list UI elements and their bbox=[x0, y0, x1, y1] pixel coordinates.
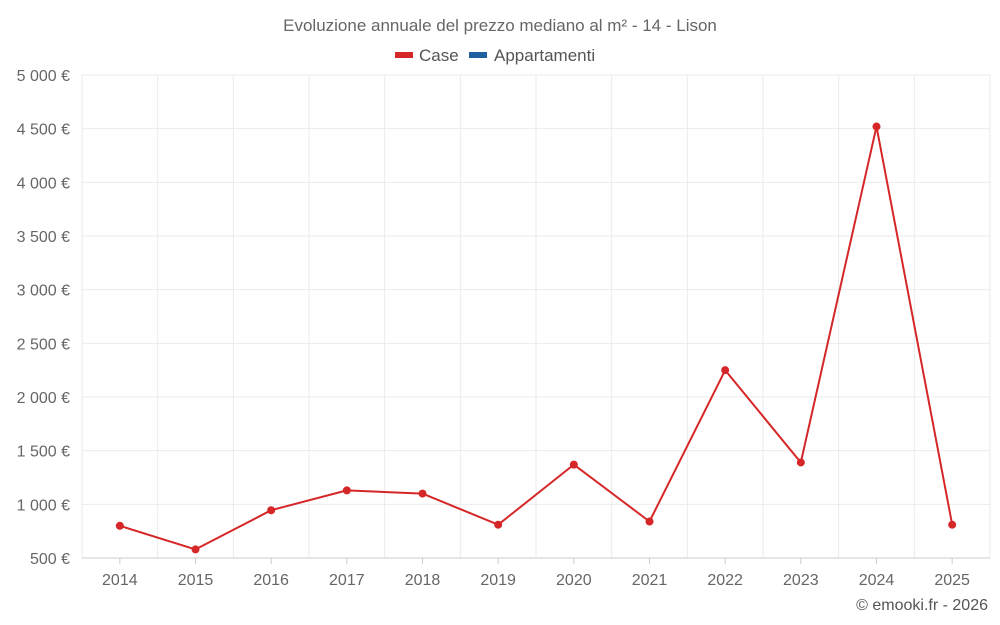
y-tick-label: 4 500 € bbox=[17, 122, 70, 139]
legend-swatch-appartamenti bbox=[469, 52, 487, 58]
legend-swatch-case bbox=[395, 52, 413, 58]
y-tick-label: 2 000 € bbox=[17, 390, 70, 407]
data-point[interactable] bbox=[115, 521, 124, 530]
data-point[interactable] bbox=[796, 458, 805, 467]
data-point[interactable] bbox=[948, 520, 957, 529]
series-case bbox=[115, 122, 957, 554]
y-tick-label: 3 000 € bbox=[17, 283, 70, 300]
x-tick-label: 2024 bbox=[859, 572, 895, 589]
y-tick-label: 2 500 € bbox=[17, 336, 70, 353]
data-point[interactable] bbox=[721, 366, 730, 375]
legend-label-case: Case bbox=[419, 46, 459, 65]
legend-item-case[interactable]: Case bbox=[395, 46, 459, 65]
x-tick-label: 2015 bbox=[178, 572, 214, 589]
x-tick-label: 2014 bbox=[102, 572, 138, 589]
x-tick-label: 2025 bbox=[934, 572, 970, 589]
data-point[interactable] bbox=[342, 486, 351, 495]
series-line bbox=[119, 125, 954, 551]
x-tick-label: 2023 bbox=[783, 572, 819, 589]
data-point[interactable] bbox=[191, 545, 200, 554]
x-tick-label: 2017 bbox=[329, 572, 365, 589]
grid bbox=[81, 74, 991, 558]
data-point[interactable] bbox=[569, 460, 578, 469]
y-tick-label: 3 500 € bbox=[17, 229, 70, 246]
data-point[interactable] bbox=[267, 506, 276, 515]
y-tick-label: 500 € bbox=[30, 551, 70, 568]
x-tick-label: 2018 bbox=[405, 572, 441, 589]
data-point[interactable] bbox=[872, 122, 881, 131]
y-tick-label: 1 500 € bbox=[17, 444, 70, 461]
y-tick-label: 1 000 € bbox=[17, 497, 70, 514]
y-tick-label: 5 000 € bbox=[17, 68, 70, 85]
x-tick-label: 2022 bbox=[707, 572, 743, 589]
y-axis: 500 € 1 000 € 1 500 € 2 000 € 2 500 € 3 000 €… bbox=[17, 68, 70, 568]
y-tick-label: 4 000 € bbox=[17, 175, 70, 192]
x-tick-label: 2020 bbox=[556, 572, 592, 589]
credit: © emooki.fr - 2026 bbox=[856, 597, 988, 614]
data-point[interactable] bbox=[645, 517, 654, 526]
legend: Case Appartamenti bbox=[395, 46, 595, 65]
legend-label-appartamenti: Appartamenti bbox=[494, 46, 595, 65]
legend-item-appartamenti[interactable]: Appartamenti bbox=[469, 46, 595, 65]
data-point[interactable] bbox=[494, 520, 503, 529]
data-point[interactable] bbox=[418, 489, 427, 498]
x-axis: 2014 2015 2016 2017 2018 2019 2020 2021 2022 2023… bbox=[82, 557, 990, 589]
x-tick-label: 2019 bbox=[480, 572, 516, 589]
chart-title: Evoluzione annuale del prezzo mediano al… bbox=[283, 16, 717, 35]
x-tick-label: 2016 bbox=[253, 572, 289, 589]
x-tick-label: 2021 bbox=[632, 572, 668, 589]
